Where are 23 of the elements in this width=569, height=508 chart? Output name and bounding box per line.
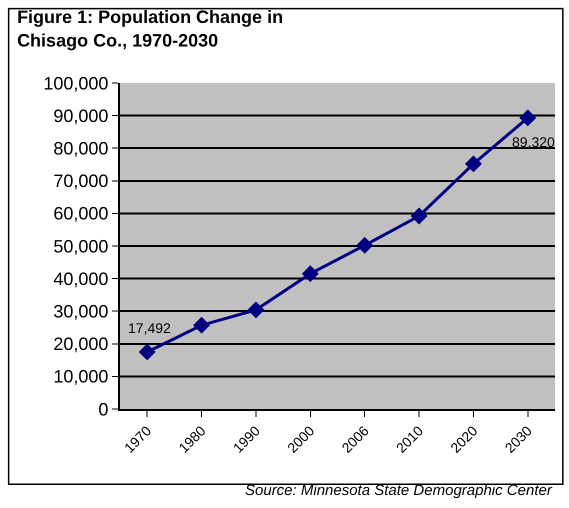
point bbox=[247, 301, 264, 318]
chart-title: Figure 1: Population Change in Chisago Co., 1970-2030 bbox=[17, 6, 284, 50]
source-note: Source: Minnesota State Demographic Center bbox=[245, 482, 553, 499]
y-tick-label: 0 bbox=[98, 399, 108, 420]
data-label: 89,320 bbox=[512, 134, 556, 150]
point bbox=[519, 109, 536, 126]
point bbox=[410, 208, 428, 224]
point bbox=[356, 236, 374, 254]
y-tick-label: 10,000 bbox=[53, 366, 108, 387]
y-tick-label: 60,000 bbox=[53, 204, 108, 224]
data-label: 17,492 bbox=[128, 320, 172, 336]
y-tick-label: 70,000 bbox=[53, 171, 108, 192]
y-tick-label: 50,000 bbox=[53, 236, 108, 256]
y-tick-label: 30,000 bbox=[53, 302, 108, 322]
point bbox=[138, 344, 156, 360]
y-tick-label: 40,000 bbox=[53, 268, 108, 289]
y-tick-label: 80,000 bbox=[53, 138, 108, 158]
y-tick-label: 100,000 bbox=[43, 73, 108, 94]
point bbox=[193, 316, 210, 334]
y-tick-label: 90,000 bbox=[53, 106, 108, 126]
point bbox=[464, 155, 482, 172]
point bbox=[302, 265, 319, 282]
y-tick-label: 20,000 bbox=[53, 334, 108, 354]
